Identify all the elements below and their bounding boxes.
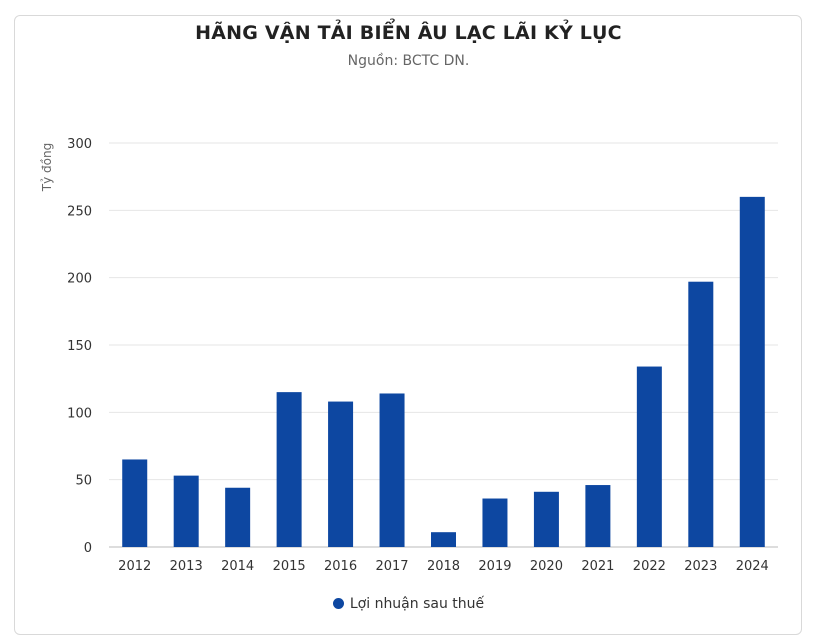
- y-axis-label: Tỷ đồng: [40, 143, 54, 192]
- bar-2021[interactable]: [585, 485, 611, 547]
- bar-2020[interactable]: [533, 491, 559, 547]
- bar-2013[interactable]: [173, 475, 199, 547]
- bar-2012[interactable]: [122, 459, 148, 547]
- x-tick-label: 2015: [273, 559, 306, 574]
- x-tick-label: 2013: [170, 559, 203, 574]
- x-tick-label: 2024: [736, 559, 769, 574]
- chart-title: HÃNG VẬN TẢI BIỂN ÂU LẠC LÃI KỶ LỤC: [195, 22, 622, 44]
- y-tick-label: 250: [67, 204, 92, 219]
- y-tick-label: 150: [67, 339, 92, 354]
- x-tick-label: 2023: [684, 559, 717, 574]
- y-tick-label: 300: [67, 137, 92, 152]
- legend-label: Lợi nhuận sau thuế: [349, 596, 485, 612]
- legend[interactable]: Lợi nhuận sau thuế: [0, 596, 817, 612]
- bar-2023[interactable]: [688, 281, 714, 547]
- x-tick-label: 2017: [375, 559, 408, 574]
- bar-2015[interactable]: [276, 392, 302, 547]
- bar-2014[interactable]: [225, 487, 251, 547]
- bar-2024[interactable]: [739, 196, 765, 547]
- x-tick-label: 2019: [478, 559, 511, 574]
- x-tick-label: 2021: [581, 559, 614, 574]
- x-tick-label: 2022: [633, 559, 666, 574]
- bar-2022[interactable]: [636, 366, 662, 547]
- bar-2018[interactable]: [431, 532, 456, 547]
- bar-2017[interactable]: [379, 393, 405, 547]
- x-tick-label: 2018: [427, 559, 460, 574]
- bar-2019[interactable]: [482, 498, 508, 547]
- y-tick-label: 100: [67, 406, 92, 421]
- x-tick-label: 2012: [118, 559, 151, 574]
- legend-marker: [332, 598, 344, 609]
- y-tick-label: 200: [67, 272, 92, 287]
- bar-2016[interactable]: [328, 401, 354, 547]
- x-tick-label: 2020: [530, 559, 563, 574]
- y-tick-label: 50: [75, 474, 92, 489]
- y-tick-label: 0: [84, 541, 92, 556]
- chart-subtitle: Nguồn: BCTC DN.: [347, 53, 470, 69]
- x-tick-label: 2016: [324, 559, 357, 574]
- x-tick-label: 2014: [221, 559, 254, 574]
